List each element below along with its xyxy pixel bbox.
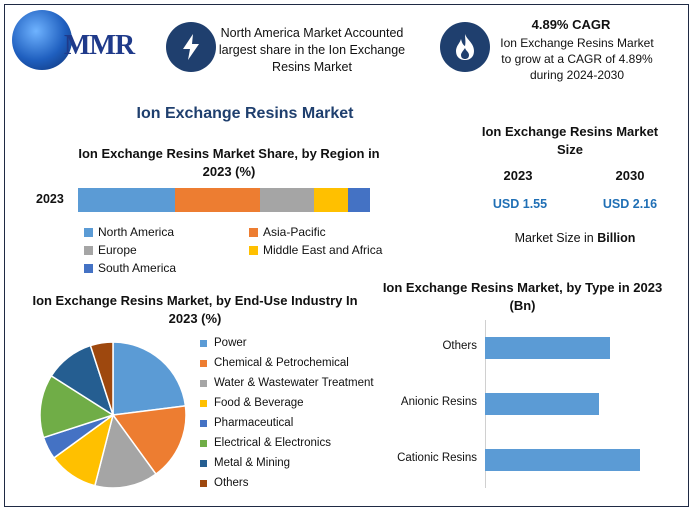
legend-swatch [84, 245, 93, 255]
legend-swatch [249, 227, 258, 237]
region-legend-south-america: South America [84, 259, 249, 277]
end-use-legend-power: Power [200, 333, 374, 353]
type-bar-others [485, 337, 611, 359]
globe-logo-icon [12, 10, 72, 70]
region-bar-north-america [78, 188, 175, 212]
legend-swatch [200, 339, 207, 347]
pie-slice-others [89, 341, 114, 416]
legend-label: Pharmaceutical [214, 417, 294, 429]
legend-swatch [200, 459, 207, 467]
legend-label: South America [98, 261, 177, 275]
legend-label: North America [98, 225, 175, 239]
legend-swatch [84, 227, 93, 237]
market-size-title: Ion Exchange Resins Market Size [481, 124, 659, 157]
pie-slice-electrical-and-electronics [39, 374, 115, 439]
legend-swatch [200, 439, 207, 447]
legend-swatch [200, 379, 207, 387]
market-size-value-2: USD 2.16 [602, 197, 658, 211]
brand-logo: MMR [64, 30, 135, 61]
type-bar-chart: Others Anionic Resins Cationic Resins [350, 320, 670, 488]
pie-slice-power [112, 341, 187, 416]
market-size-note-unit: Billion [597, 231, 636, 245]
legend-label: Food & Beverage [214, 397, 304, 409]
legend-label: Metal & Mining [214, 457, 291, 469]
legend-label: Water & Wastewater Treatment [214, 377, 374, 389]
end-use-legend-chemical-and-petrochemical: Chemical & Petrochemical [200, 353, 374, 373]
region-bar-middle-east-and-africa [313, 188, 348, 212]
region-year-label: 2023 [36, 192, 64, 206]
legend-swatch [200, 359, 207, 367]
legend-swatch [249, 245, 258, 255]
pie-slice-water-and-wastewater-treatment [93, 413, 157, 489]
end-use-legend-metal-and-mining: Metal & Mining [200, 453, 374, 473]
end-use-legend-others: Others [200, 473, 374, 493]
type-label-cationic-resins: Cationic Resins [397, 452, 477, 464]
end-use-legend-electrical-and-electronics: Electrical & Electronics [200, 433, 374, 453]
region-bar-europe [259, 188, 314, 212]
legend-swatch [200, 419, 207, 427]
legend-label: Others [214, 477, 249, 489]
type-label-others: Others [442, 340, 477, 352]
market-size-year-2: 2030 [615, 168, 645, 183]
legend-label: Power [214, 337, 247, 349]
legend-label: Electrical & Electronics [214, 437, 331, 449]
legend-swatch [200, 479, 207, 487]
end-use-legend-water-and-wastewater-treatment: Water & Wastewater Treatment [200, 373, 374, 393]
region-legend-europe: Europe [84, 241, 249, 259]
legend-label: Asia-Pacific [263, 225, 326, 239]
market-size-note-prefix: Market Size in [514, 231, 598, 245]
region-bar-south-america [347, 188, 370, 212]
flame-icon [440, 22, 490, 72]
market-size-note: Market Size in Billion [480, 231, 670, 245]
cagr-text: Ion Exchange Resins Market to grow at a … [500, 36, 654, 82]
pie-slice-chemical-and-petrochemical [111, 405, 187, 476]
end-use-chart-title: Ion Exchange Resins Market, by End-Use I… [32, 293, 358, 326]
infographic-frame [4, 4, 689, 507]
market-size-year-1: 2023 [503, 168, 533, 183]
highlight-text: North America Market Accounted largest s… [218, 26, 406, 74]
region-legend-middle-east-and-africa: Middle East and Africa [249, 241, 404, 259]
region-legend-north-america: North America [84, 223, 249, 241]
legend-label: Middle East and Africa [263, 243, 383, 257]
end-use-legend-pharmaceutical: Pharmaceutical [200, 413, 374, 433]
end-use-pie-chart [39, 341, 187, 489]
region-bar-asia-pacific [174, 188, 260, 212]
end-use-legend: Power Chemical & Petrochemical Water & Was… [200, 333, 374, 493]
region-chart-title: Ion Exchange Resins Market Share, by Reg… [78, 146, 380, 179]
end-use-legend-food-and-beverage: Food & Beverage [200, 393, 374, 413]
region-stacked-bar [78, 188, 371, 212]
cagr-title: 4.89% CAGR [531, 17, 611, 32]
region-legend-asia-pacific: Asia-Pacific [249, 223, 404, 241]
legend-swatch [200, 399, 207, 407]
type-bar-anionic-resins [485, 393, 599, 415]
legend-label: Europe [98, 243, 137, 257]
market-size-value-1: USD 1.55 [492, 197, 548, 211]
page-title: Ion Exchange Resins Market [136, 105, 354, 122]
legend-swatch [84, 263, 93, 273]
region-legend: North America Asia-Pacific Europe Middle Ea… [84, 223, 404, 277]
lightning-icon [166, 22, 216, 72]
type-label-anionic-resins: Anionic Resins [400, 396, 477, 408]
type-chart-title: Ion Exchange Resins Market, by Type in 2… [382, 280, 663, 313]
legend-label: Chemical & Petrochemical [214, 357, 349, 369]
type-bar-cationic-resins [485, 449, 640, 471]
